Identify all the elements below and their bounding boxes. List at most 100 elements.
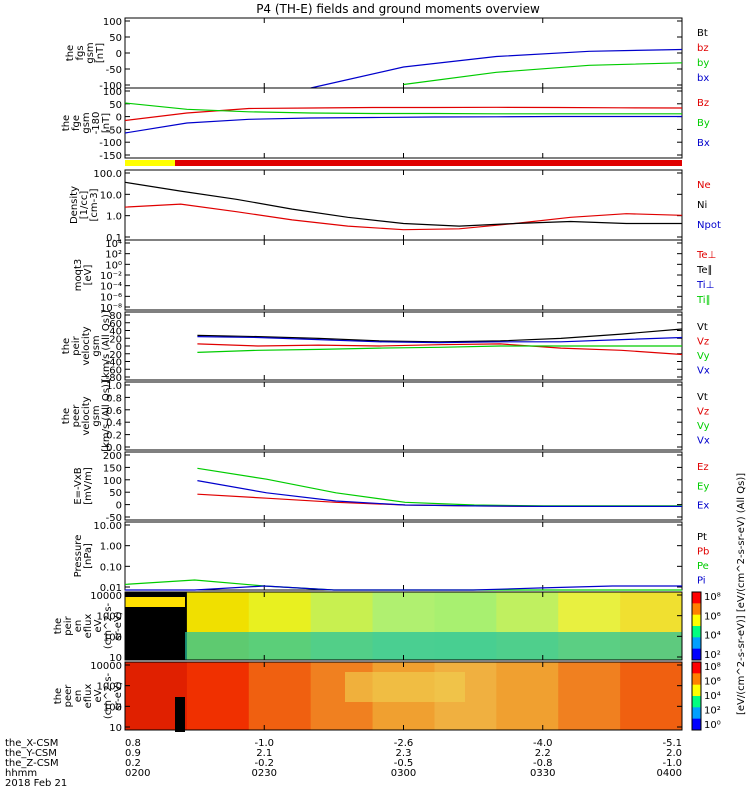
y-tick-label: 10000 <box>90 661 122 672</box>
legend-Pt: Pt <box>697 532 707 543</box>
y-axis-label-line: peir <box>63 615 74 635</box>
y-axis-label: moqt3[eV] <box>73 259 94 292</box>
y-tick-label: 0.6 <box>106 406 122 417</box>
y-axis-label-line: [nT] <box>101 113 112 133</box>
heatmap-cell <box>186 662 250 730</box>
footer-value: -4.0 <box>533 738 553 749</box>
colorbar-segment <box>692 696 701 708</box>
colorbar-segment <box>692 662 701 674</box>
legend-Vt: Vt <box>697 322 708 333</box>
panel-frame <box>124 239 683 311</box>
y-axis-label-line: [eV] <box>83 265 94 286</box>
legend-Ni: Ni <box>697 200 707 211</box>
status-bar-yellow <box>125 160 175 166</box>
y-tick-label: 10⁰ <box>105 260 122 271</box>
y-axis-label-line: [km/s (All Qs)] <box>101 380 112 452</box>
panel-frame <box>124 451 683 521</box>
y-tick-label: 10000 <box>90 591 122 602</box>
y-tick-label: 0.0 <box>106 443 122 454</box>
colorbar-tick: 10⁶ <box>704 677 721 688</box>
series-line-By <box>124 102 682 115</box>
y-axis-label-line: gsm <box>85 42 96 63</box>
y-tick-label: 100 <box>103 87 122 98</box>
y-tick-label: 0.01 <box>100 583 122 594</box>
footer-value: 2.2 <box>535 748 551 759</box>
panel-fgs: 100 50 0 -50 -100 thefgsgsm[nT] Bt bz by bx <box>65 17 709 92</box>
footer-row-label: the_X-CSM <box>5 738 58 749</box>
page-title: P4 (TH-E) fields and ground moments over… <box>256 2 540 16</box>
y-axis-label-line: eV <box>93 619 104 632</box>
y-axis-label-line: peer <box>71 404 82 428</box>
legend-Te∥: Te∥ <box>696 265 713 276</box>
y-axis-label-line: fge <box>71 115 82 131</box>
heatmap-cell <box>496 662 559 730</box>
y-axis-label: thepeerenefluxeV(cm^2-s-sr-eV) <box>53 672 124 719</box>
y-tick-label: 0 <box>116 342 122 353</box>
legend-Vx: Vx <box>697 366 710 377</box>
y-tick-label: 20 <box>109 334 122 345</box>
y-axis-label-line: eV <box>93 689 104 702</box>
series-line-Ez <box>197 493 682 507</box>
series-line-Ex <box>197 480 682 507</box>
y-tick-label: 40 <box>109 327 122 338</box>
y-tick-label: 0 <box>116 49 122 60</box>
y-axis-label: thepeirvelocitygsm[km/s (All Qs)] <box>61 310 112 382</box>
heatmap-cell <box>558 662 621 730</box>
y-axis-label-line: [nT] <box>95 43 106 63</box>
legend-Bx: Bx <box>697 138 710 149</box>
colorbar-frame <box>691 661 702 731</box>
series-line-Vz <box>197 343 683 356</box>
y-tick-label: -50 <box>106 125 122 136</box>
y-axis-label: thefgsgsm[nT] <box>65 42 106 63</box>
colorbar-tick: 10² <box>704 706 721 717</box>
y-axis-label-line: (cm^2-s- <box>103 602 114 649</box>
y-axis-label-line: fgs <box>75 45 86 60</box>
heatmap-cell <box>345 672 465 702</box>
legend-Ey: Ey <box>697 481 709 492</box>
y-tick-label: -60 <box>106 365 122 376</box>
y-tick-label: 10⁻² <box>100 271 122 282</box>
y-tick-label: 50 <box>109 33 122 44</box>
y-axis-label: thefgegsm-180[nT] <box>61 112 112 135</box>
y-tick-label: -100 <box>99 81 122 92</box>
series-line-by <box>403 62 683 86</box>
y-tick-label: -150 <box>99 151 122 162</box>
legend-Vt: Vt <box>697 392 708 403</box>
panel-peer-en: 10⁸ 10⁶ 10⁴ 10² 10⁰ 10000 1000 100 10 thepeerenef… <box>53 661 721 734</box>
y-axis-label: thepeervelocitygsm[km/s (All Qs)] <box>61 380 112 452</box>
heatmap-cell <box>125 605 185 660</box>
panel-peir-en: 10⁸ 10⁶ 10⁴ 10² [eV/(cm^2-s-sr-eV)] [eV/(cm^… <box>53 473 747 715</box>
legend-Vy: Vy <box>697 421 710 432</box>
y-tick-label: 10.0 <box>100 190 122 201</box>
footer-value: -0.5 <box>394 758 414 769</box>
y-axis-label-line: gsm <box>81 112 92 133</box>
series-line-bx <box>310 48 683 89</box>
y-tick-label: 100 <box>103 702 122 713</box>
series-line-Ey <box>197 467 682 507</box>
y-tick-label: 10 <box>109 653 122 664</box>
legend-bx: bx <box>697 73 709 84</box>
y-axis-label: Density[1/cc][cm-3] <box>69 186 100 224</box>
y-axis-label-line: moqt3 <box>73 259 84 292</box>
panel-frame <box>124 87 683 159</box>
colorbar-tick: 10⁴ <box>704 631 721 642</box>
y-axis-label-line: en <box>73 690 84 703</box>
legend-Vz: Vz <box>697 407 709 418</box>
colorbar-segment <box>692 626 701 638</box>
footer-value: -2.6 <box>394 738 414 749</box>
footer-row-label: hhmm <box>5 768 37 779</box>
y-tick-label: 60 <box>109 319 122 330</box>
y-axis-label-line: eflux <box>83 684 94 709</box>
colorbar-tick: 10⁰ <box>704 720 721 731</box>
y-tick-label: 80 <box>109 311 122 322</box>
colorbar-segment <box>692 614 701 627</box>
colorbar-tick: 10⁶ <box>704 611 721 622</box>
y-tick-label: 100 <box>103 17 122 28</box>
footer-value: 0330 <box>530 768 555 779</box>
legend-Bt: Bt <box>697 28 708 39</box>
y-axis-label-line: [1/cc] <box>79 191 90 220</box>
panel-pressure: 10.00 1.00 0.10 0.01 Pressure[nPa] Pt Pb Pe Pi <box>73 521 709 594</box>
y-tick-label: 10.00 <box>93 521 122 532</box>
y-tick-label: -50 <box>106 65 122 76</box>
